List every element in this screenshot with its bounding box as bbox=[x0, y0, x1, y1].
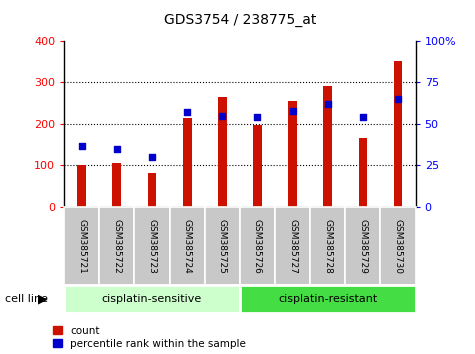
Legend: count, percentile rank within the sample: count, percentile rank within the sample bbox=[53, 326, 247, 349]
Text: GSM385730: GSM385730 bbox=[394, 218, 402, 274]
Text: GSM385729: GSM385729 bbox=[359, 218, 367, 274]
Bar bbox=[218, 97, 227, 207]
Bar bbox=[240, 207, 275, 285]
Bar bbox=[394, 61, 402, 207]
Bar bbox=[205, 207, 240, 285]
Point bbox=[113, 146, 121, 152]
Bar bbox=[380, 207, 416, 285]
Bar bbox=[99, 207, 134, 285]
Bar bbox=[310, 207, 345, 285]
Bar bbox=[77, 166, 86, 207]
Text: GDS3754 / 238775_at: GDS3754 / 238775_at bbox=[164, 12, 316, 27]
Bar bbox=[240, 285, 416, 313]
Point bbox=[218, 113, 226, 118]
Bar bbox=[148, 173, 156, 207]
Text: cisplatin-resistant: cisplatin-resistant bbox=[278, 294, 377, 304]
Text: ▶: ▶ bbox=[38, 293, 48, 306]
Bar bbox=[253, 125, 262, 207]
Bar bbox=[345, 207, 380, 285]
Point bbox=[289, 108, 296, 113]
Text: GSM385726: GSM385726 bbox=[253, 218, 262, 274]
Bar bbox=[183, 118, 191, 207]
Bar bbox=[170, 207, 205, 285]
Bar bbox=[134, 207, 170, 285]
Point bbox=[183, 109, 191, 115]
Text: GSM385725: GSM385725 bbox=[218, 218, 227, 274]
Bar bbox=[275, 207, 310, 285]
Text: GSM385721: GSM385721 bbox=[77, 218, 86, 274]
Text: GSM385722: GSM385722 bbox=[113, 219, 121, 273]
Bar bbox=[323, 86, 332, 207]
Point bbox=[359, 114, 367, 120]
Point bbox=[324, 101, 332, 107]
Point bbox=[148, 154, 156, 160]
Text: GSM385724: GSM385724 bbox=[183, 219, 191, 273]
Text: cell line: cell line bbox=[5, 294, 48, 304]
Bar bbox=[113, 164, 121, 207]
Point bbox=[394, 96, 402, 102]
Point bbox=[78, 143, 86, 148]
Point bbox=[254, 114, 261, 120]
Text: GSM385727: GSM385727 bbox=[288, 218, 297, 274]
Text: cisplatin-sensitive: cisplatin-sensitive bbox=[102, 294, 202, 304]
Bar bbox=[288, 101, 297, 207]
Text: GSM385728: GSM385728 bbox=[323, 218, 332, 274]
Bar bbox=[64, 207, 99, 285]
Text: GSM385723: GSM385723 bbox=[148, 218, 156, 274]
Bar bbox=[64, 285, 240, 313]
Bar bbox=[359, 138, 367, 207]
